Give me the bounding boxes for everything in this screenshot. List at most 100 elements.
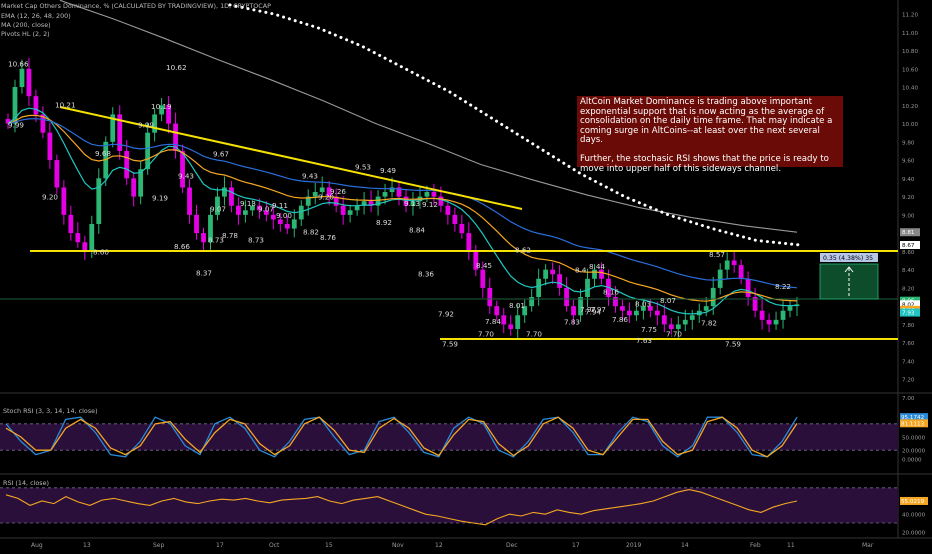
pivot-labels: 10.66 9.99 10.21 9.20 9.68 8.60 9.99 10.19 10.62… <box>8 59 791 348</box>
pivot-label: 9.20 <box>42 193 58 202</box>
annotation-callout[interactable]: AltCoin Market Dominance is trading abov… <box>577 96 843 173</box>
pivot-label: 7.70 <box>526 330 542 339</box>
time-tick-label: Feb <box>750 542 761 549</box>
measure-tool[interactable]: 0.35 (4.38%) 35 <box>819 253 879 300</box>
pivot-label: 7.97 <box>590 305 606 314</box>
candle-body <box>89 223 95 252</box>
pivot-label: 9.99 <box>138 120 154 129</box>
rsi-tick-label: 40.0000 <box>902 513 926 519</box>
time-tick-label: 15 <box>325 542 333 549</box>
candle-body <box>347 210 353 215</box>
candle-body <box>543 269 549 279</box>
pivot-label: 7.84 <box>485 317 501 326</box>
ema-12-line <box>7 107 798 315</box>
candle-body <box>124 150 130 179</box>
pivot-label: 7.70 <box>666 330 682 339</box>
price-tag-label: 8.81 <box>902 230 915 236</box>
candle-body <box>620 306 625 311</box>
candle-body <box>305 196 311 206</box>
candle-body <box>40 114 46 133</box>
price-axis[interactable]: 11.20 11.00 10.80 10.60 10.40 10.20 10.00 9.80 9… <box>900 13 920 402</box>
stoch-title: Stoch RSI (3, 3, 14, 14, close) <box>3 407 98 415</box>
time-tick-label: 14 <box>681 542 689 549</box>
pivot-label: 9.13 <box>404 199 420 208</box>
candle-body <box>731 260 737 266</box>
pivot-label: 7.63 <box>636 336 652 345</box>
price-tick-label: 7.40 <box>902 359 915 365</box>
candle-body <box>12 87 18 124</box>
candle-body <box>599 269 604 279</box>
rsi-band-fill <box>0 487 898 523</box>
candle-body <box>333 196 339 206</box>
candle-body <box>256 205 262 211</box>
price-tick-label: 7.00 <box>902 396 915 402</box>
candle-body <box>529 297 535 307</box>
rsi-line <box>5 489 798 526</box>
candle-body <box>640 306 646 311</box>
candle-body <box>780 310 786 320</box>
price-tick-label: 7.60 <box>902 341 915 347</box>
pivot-label: 7.70 <box>478 330 494 339</box>
candle-body <box>459 223 465 234</box>
price-tag <box>900 240 920 249</box>
indicator-ema-label[interactable]: EMA (12, 26, 48, 200) <box>1 12 71 20</box>
candle-body <box>410 201 416 206</box>
candle-body <box>382 192 388 197</box>
pivot-label: 8.66 <box>174 242 190 251</box>
candle-body <box>794 304 800 307</box>
candle-body <box>229 187 234 206</box>
price-tick-label: 10.40 <box>902 86 918 92</box>
candle-body <box>424 192 430 197</box>
candle-body <box>222 187 227 197</box>
price-tick-label: 7.20 <box>902 378 915 384</box>
candle-body <box>61 187 67 215</box>
time-tick-label: Dec <box>506 542 518 549</box>
indicator-ma-label[interactable]: MA (200, close) <box>1 21 51 29</box>
rsi-title: RSI (14, close) <box>3 479 49 487</box>
candle-body <box>480 269 486 288</box>
price-tag-label: 8.02 <box>902 302 914 308</box>
price-tick-label: 9.60 <box>902 159 915 165</box>
candle-body <box>180 150 185 188</box>
pivot-label: 8.92 <box>376 218 392 227</box>
candle-body <box>536 278 542 298</box>
candle-body <box>326 187 332 197</box>
trend-lines[interactable] <box>0 106 898 340</box>
candle-body <box>634 310 639 316</box>
candle-body <box>117 114 123 151</box>
pivot-label: 9.43 <box>302 172 318 181</box>
time-tick-label: Oct <box>269 542 280 549</box>
pivot-label: 8.62 <box>515 246 531 255</box>
rsi-pane[interactable]: RSI (14, close) 40.0000 20.0000 55.0219 <box>0 479 928 536</box>
price-tag <box>900 228 920 237</box>
stoch-tick-label: 50.0000 <box>902 436 926 442</box>
time-axis[interactable]: Aug 13 Sep 17 Oct 15 Nov 12 Dec 17 2019 14 Feb 11 Mar <box>0 537 932 549</box>
price-tick-label: 11.20 <box>902 13 918 19</box>
price-tick-label: 11.00 <box>902 31 918 37</box>
pivot-label: 9.07 <box>258 204 274 213</box>
candle-body <box>703 306 709 311</box>
candle-body <box>515 315 521 329</box>
stoch-value-tag-label: 95.1742 <box>901 415 924 421</box>
pivot-label: 9.49 <box>380 166 396 175</box>
candle-body <box>445 205 451 215</box>
candle-body <box>354 205 360 211</box>
candle-body <box>745 278 751 298</box>
pivot-label: 8.03 <box>635 299 651 308</box>
candle-body <box>236 205 241 215</box>
stoch-rsi-pane[interactable]: Stoch RSI (3, 3, 14, 14, close) 50.0000 20… <box>0 407 928 464</box>
main-price-pane[interactable] <box>0 0 932 538</box>
chart-title[interactable]: Market Cap Others Dominance, % (CALCULAT… <box>1 2 271 10</box>
stoch-value-tag-label: 81.1113 <box>901 421 925 427</box>
candle-body <box>585 278 590 298</box>
pivot-label: 8.01 <box>509 301 525 310</box>
price-tick-label: 9.80 <box>902 140 915 146</box>
indicator-pivots-label[interactable]: Pivots HL (2, 2) <box>1 30 50 38</box>
pivot-label: 8.73 <box>248 236 264 245</box>
pivot-label: 7.86 <box>612 315 628 324</box>
candle-body <box>54 160 60 188</box>
annotation-paragraph-1: AltCoin Market Dominance is trading abov… <box>580 97 833 146</box>
candle-body <box>773 319 779 325</box>
